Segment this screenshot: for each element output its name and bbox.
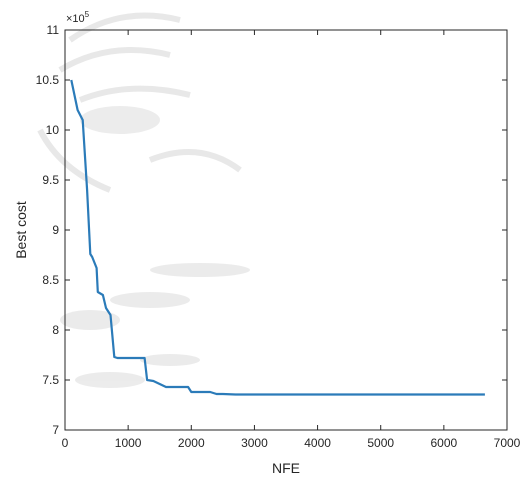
x-tick-label: 6000 [431, 436, 458, 450]
x-tick-label: 4000 [304, 436, 331, 450]
x-tick-label: 3000 [241, 436, 268, 450]
y-tick-label: 7 [52, 423, 59, 437]
best-cost-series-line [70, 79, 485, 396]
y-tick-label: 8 [52, 323, 59, 337]
y-exponent-label: ×105 [66, 10, 90, 25]
y-axis-label: Best cost [13, 201, 29, 259]
y-tick-label: 7.5 [42, 373, 59, 387]
y-tick-label: 9.5 [42, 173, 59, 187]
y-tick-label: 10.5 [36, 73, 60, 87]
y-exponent-power: 5 [85, 10, 90, 19]
y-tick-label: 8.5 [42, 273, 59, 287]
plot-area [64, 29, 508, 431]
x-tick-label: 0 [62, 436, 69, 450]
y-exponent-base: ×10 [66, 13, 85, 25]
axis-tick-labels: 0 1000 2000 3000 4000 5000 6000 7000 7 7.5 8 8.5 9 9.… [36, 23, 521, 450]
x-tick-label: 1000 [115, 436, 142, 450]
y-tick-label: 10 [46, 123, 60, 137]
x-axis-label: NFE [272, 460, 300, 476]
y-tick-label: 9 [52, 223, 59, 237]
x-tick-label: 7000 [494, 436, 521, 450]
y-tick-label: 11 [47, 23, 60, 37]
axis-ticks [64, 29, 508, 431]
x-tick-label: 2000 [178, 436, 205, 450]
x-tick-label: 5000 [367, 436, 394, 450]
